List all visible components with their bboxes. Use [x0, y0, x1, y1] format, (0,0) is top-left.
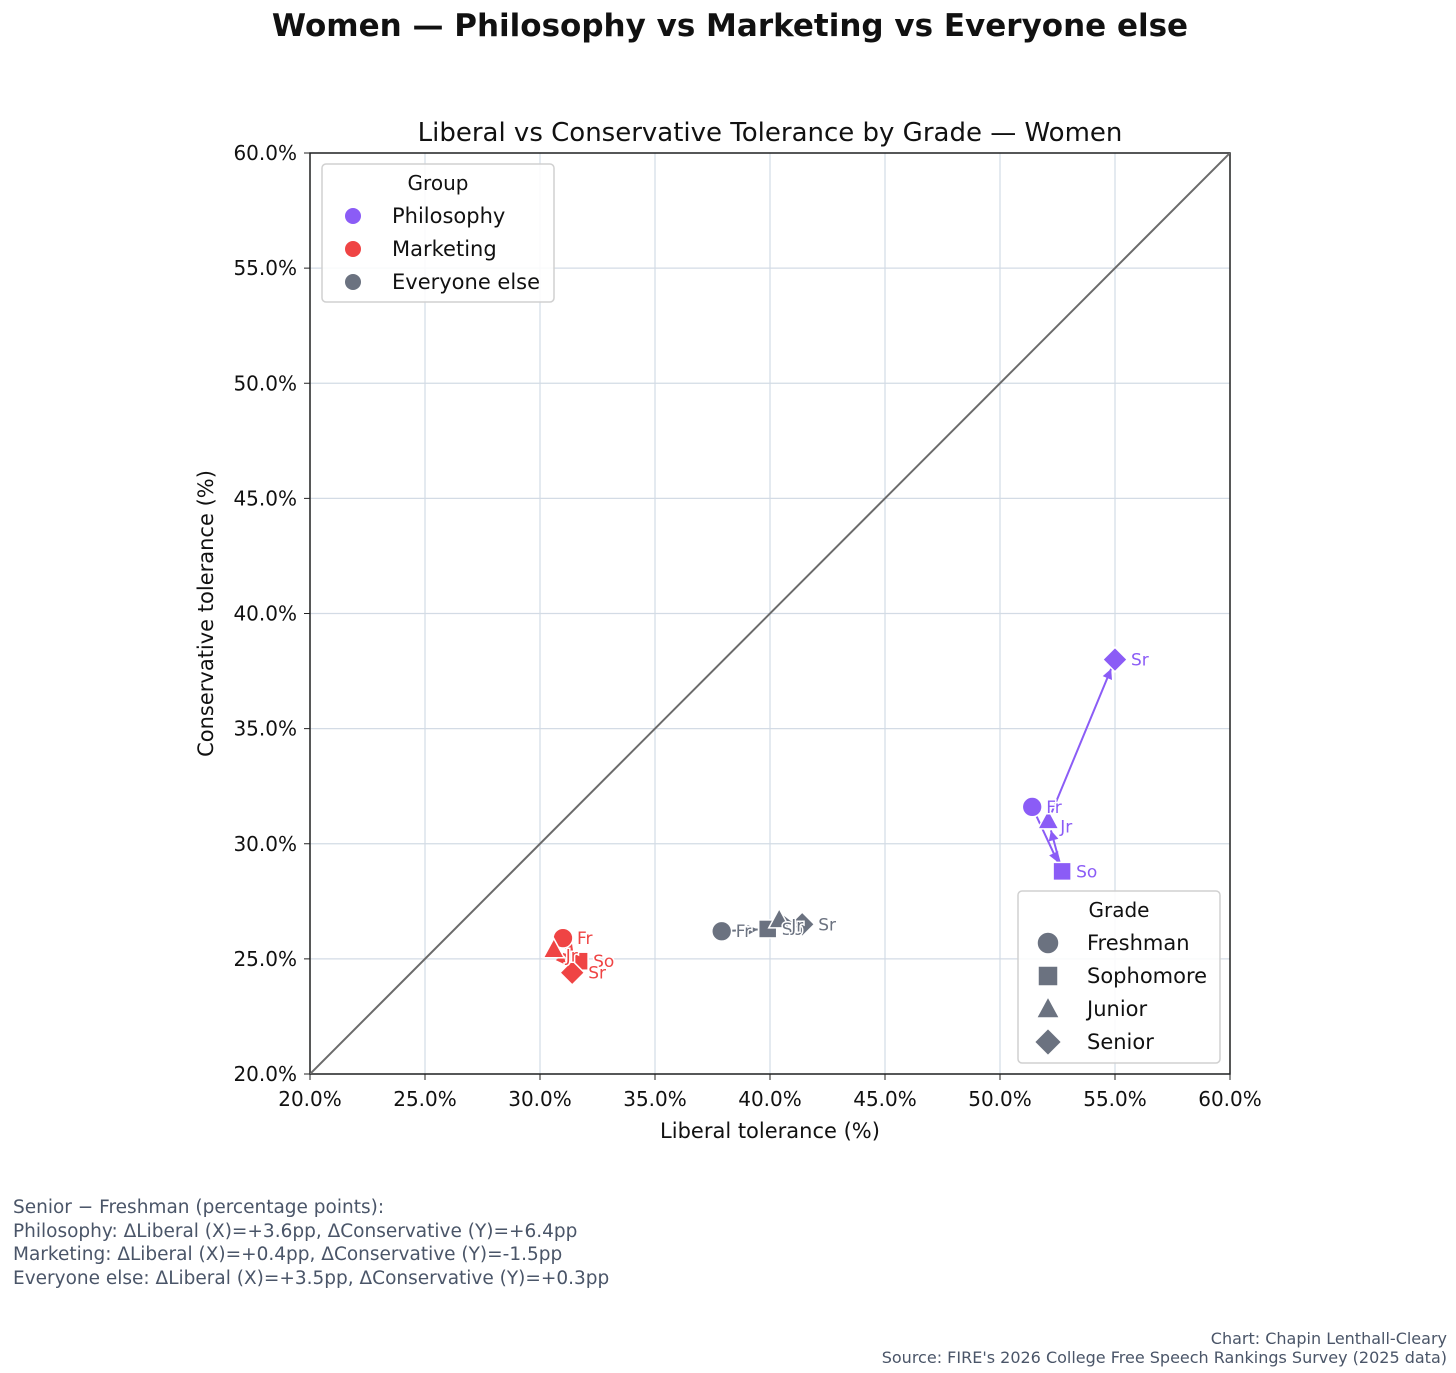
philosophy-sophomore-point	[1052, 861, 1072, 882]
chart-credit: Chart: Chapin Lenthall-Cleary Source: FI…	[882, 1329, 1447, 1367]
philosophy-senior-point	[1101, 646, 1129, 673]
grade-legend-label: Junior	[1085, 997, 1147, 1021]
philosophy-so-label: So	[1076, 862, 1097, 882]
y-tick-label: 60.0%	[233, 141, 297, 165]
credit-author: Chart: Chapin Lenthall-Cleary	[1210, 1329, 1447, 1348]
sophomore-legend-marker	[1037, 965, 1059, 987]
philosophy-legend-swatch	[345, 208, 361, 224]
philosophy-junior-point	[1036, 807, 1060, 830]
delta-notes: Senior − Freshman (percentage points): P…	[13, 1196, 609, 1290]
figure-title: Women — Philosophy vs Marketing vs Every…	[271, 8, 1189, 44]
grade-legend-label: Sophomore	[1087, 964, 1207, 988]
everyone-else-jr-label: Jr	[790, 917, 803, 937]
x-tick-label: 25.0%	[393, 1087, 457, 1111]
x-tick-label: 45.0%	[853, 1087, 917, 1111]
philosophy-arrowhead	[1049, 851, 1059, 863]
everyone-else-sr-label: Sr	[818, 915, 836, 935]
group-legend-box	[321, 163, 555, 303]
grade-legend-label: Freshman	[1087, 931, 1190, 955]
group-legend-label: Philosophy	[392, 204, 505, 228]
philosophy-freshman-point	[1021, 796, 1043, 818]
freshman-legend-marker	[1036, 931, 1060, 955]
philosophy-fr-label: Fr	[1046, 798, 1062, 818]
notes-everyone-else: Everyone else: ΔLiberal (X)=+3.5pp, ΔCon…	[13, 1267, 610, 1289]
y-axis-label: Conservative tolerance (%)	[194, 470, 218, 757]
everyone-else-fr-label: Fr	[736, 922, 752, 942]
x-tick-label: 35.0%	[623, 1087, 687, 1111]
plot-frame	[309, 152, 1231, 1075]
y-tick-label: 45.0%	[233, 486, 297, 510]
marketing-sr-label: Sr	[588, 964, 606, 984]
grade-legend-box	[1017, 890, 1221, 1064]
y-tick-label: 20.0%	[233, 1062, 297, 1086]
marketing-legend-swatch	[345, 241, 361, 257]
y-tick-label: 55.0%	[233, 256, 297, 280]
everyone-else-legend-swatch	[345, 274, 361, 290]
marketing-freshman-point	[552, 927, 574, 949]
philosophy-trajectory-segment	[1050, 668, 1113, 813]
x-tick-label: 20.0%	[278, 1087, 342, 1111]
y-tick-label: 50.0%	[233, 371, 297, 395]
group-legend-title: Group	[408, 171, 469, 195]
x-tick-label: 55.0%	[1083, 1087, 1147, 1111]
marketing-fr-label: Fr	[577, 929, 593, 949]
marketing-senior-point	[558, 959, 586, 986]
everyone-else-so-label: So	[782, 920, 803, 940]
y-tick-label: 35.0%	[233, 717, 297, 741]
x-tick-label: 60.0%	[1198, 1087, 1262, 1111]
notes-heading: Senior − Freshman (percentage points):	[13, 1197, 385, 1218]
group-legend-label: Everyone else	[392, 270, 540, 294]
philosophy-arrowhead	[1102, 668, 1112, 680]
everyone-else-junior-point	[767, 906, 791, 929]
x-tick-label: 40.0%	[738, 1087, 802, 1111]
marketing-so-label: So	[593, 952, 614, 972]
philosophy-sr-label: Sr	[1131, 651, 1149, 671]
y-tick-label: 25.0%	[233, 947, 297, 971]
diagonal-reference-line	[310, 153, 1230, 1074]
notes-marketing: Marketing: ΔLiberal (X)=+0.4pp, ΔConserv…	[13, 1244, 563, 1265]
grade-legend-title: Grade	[1089, 898, 1150, 922]
chart-title: Liberal vs Conservative Tolerance by Gra…	[418, 118, 1123, 148]
y-tick-label: 40.0%	[233, 602, 297, 626]
notes-philosophy: Philosophy: ΔLiberal (X)=+3.6pp, ΔConser…	[13, 1220, 578, 1242]
credit-source: Source: FIRE's 2026 College Free Speech …	[881, 1348, 1447, 1367]
y-tick-label: 30.0%	[233, 832, 297, 856]
everyone-else-freshman-point	[711, 920, 733, 942]
everyone-else-senior-point	[788, 911, 816, 938]
marketing-junior-point	[542, 936, 566, 959]
junior-legend-marker	[1035, 995, 1061, 1019]
marketing-jr-label: Jr	[565, 947, 578, 967]
senior-legend-marker	[1033, 1027, 1063, 1057]
everyone-else-arrowhead	[747, 924, 758, 935]
x-tick-label: 50.0%	[968, 1087, 1032, 1111]
philosophy-jr-label: Jr	[1059, 818, 1072, 838]
group-legend-label: Marketing	[392, 237, 497, 261]
x-tick-label: 30.0%	[508, 1087, 572, 1111]
philosophy-arrowhead	[1048, 830, 1059, 842]
grade-legend-label: Senior	[1087, 1030, 1154, 1054]
x-axis-label: Liberal tolerance (%)	[660, 1119, 880, 1143]
